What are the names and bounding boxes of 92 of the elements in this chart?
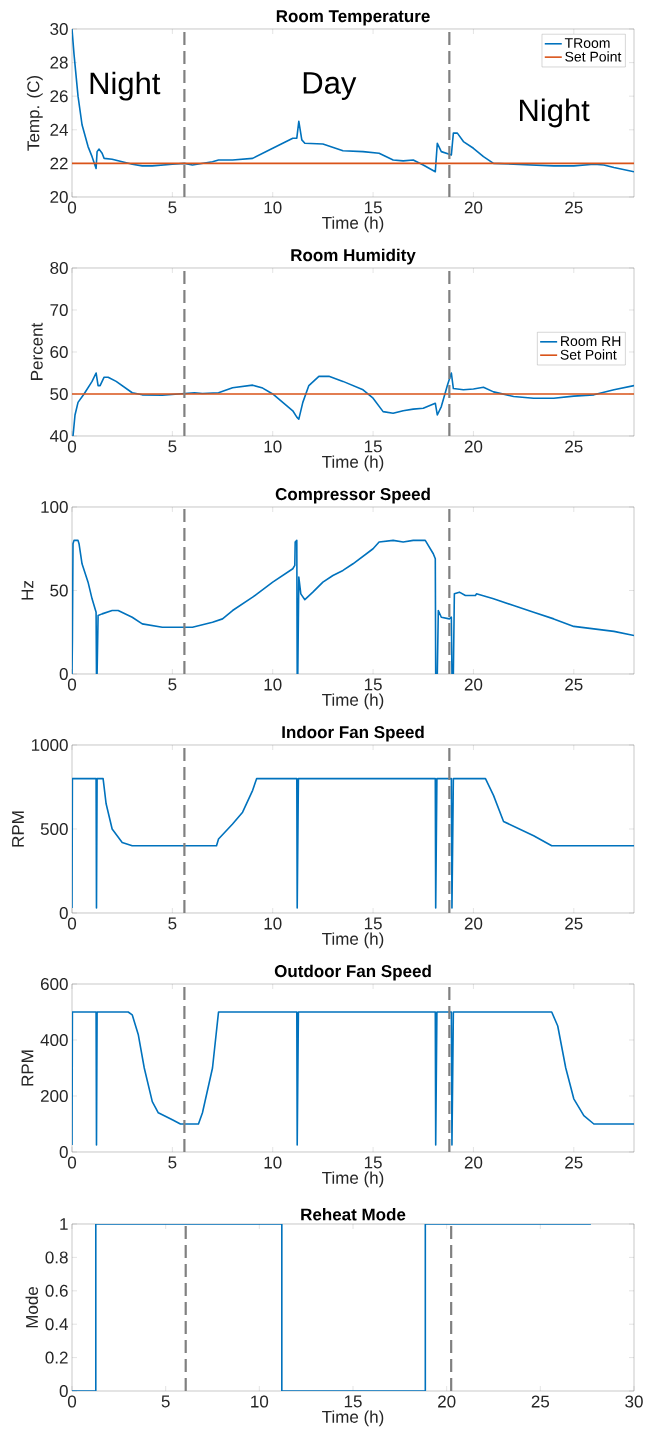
chart-title: Outdoor Fan Speed [274,964,431,981]
x-tick-label: 25 [565,1156,583,1169]
y-tick-label: 100 [41,500,68,514]
x-tick-label: 10 [264,678,282,691]
y-tick-label: 0 [59,1384,68,1398]
y-tick-label: 50 [50,584,68,597]
x-tick-label: 15 [364,201,382,214]
y-tick-label: 0.4 [45,1318,68,1331]
x-tick-label: 10 [264,201,282,214]
y-tick-label: 50 [50,387,68,401]
chart-title: Compressor Speed [275,487,430,504]
x-tick-label: 15 [364,1156,382,1169]
y-tick-label: 1 [60,1218,68,1230]
y-axis-title: Hz [21,580,34,600]
x-tick-label: 0 [67,201,77,214]
x-tick-label: 5 [168,678,177,691]
legend-label: Set Point [565,51,622,62]
annotation: Night [90,71,161,101]
y-tick-label: 0 [59,906,68,920]
line-series [72,1011,634,1146]
y-tick-label: 200 [40,1089,68,1103]
x-tick-label: 10 [251,1395,269,1408]
x-tick-label: 15 [364,917,382,930]
y-tick-label: 28 [50,56,68,69]
x-tick-label: 0 [67,1395,77,1408]
chart-title: Reheat Mode [301,1208,406,1221]
x-tick-label: 20 [464,678,483,691]
x-tick-label: 5 [168,440,177,453]
x-tick-label: 25 [565,917,583,930]
line-series [72,372,635,436]
chart-title: Indoor Fan Speed [282,725,424,742]
legend-label: Set Point [560,349,617,360]
y-tick-label: 400 [40,1033,68,1047]
x-tick-label: 5 [161,1395,170,1408]
annotation: Day [303,72,357,100]
x-tick-label: 15 [364,678,382,691]
y-tick-label: 80 [50,261,68,275]
x-tick-label: 25 [565,678,583,691]
x-tick-label: 20 [464,917,483,930]
x-tick-label: 5 [168,1156,177,1169]
x-tick-label: 20 [438,1395,456,1408]
x-tick-label: 30 [625,1395,643,1408]
y-tick-label: 26 [50,90,68,103]
legend-label: Room RH [561,336,621,347]
y-axis-title: Percent [30,322,43,380]
chart-title: Room Humidity [291,248,416,265]
line-series [72,777,634,909]
x-tick-label: 25 [531,1395,550,1408]
y-tick-label: 40 [49,429,68,443]
x-axis-title: Time (h) [322,455,384,472]
x-axis-title: Time (h) [322,1171,384,1188]
x-tick-label: 15 [364,440,382,453]
y-tick-label: 0.2 [45,1351,68,1364]
y-tick-label: 0 [59,1145,68,1159]
x-tick-label: 20 [464,201,483,214]
x-tick-label: 0 [67,917,77,930]
y-tick-label: 60 [50,345,68,359]
x-tick-label: 10 [264,440,282,453]
x-tick-label: 25 [565,440,583,453]
x-tick-label: 25 [565,201,583,214]
y-axis-title: Mode [25,1286,39,1328]
x-tick-label: 10 [264,917,282,930]
y-tick-label: 1000 [31,738,68,752]
legend-label: TRoom [564,38,610,48]
x-axis-title: Time (h) [322,693,384,710]
y-axis-title: Temp. (C) [26,75,43,151]
x-tick-label: 5 [168,917,177,930]
y-tick-label: 600 [40,977,68,991]
y-tick-label: 20 [50,190,68,204]
x-tick-label: 20 [464,1156,483,1169]
y-tick-label: 0 [59,667,68,681]
x-tick-label: 0 [67,1156,77,1169]
x-axis-title: Time (h) [322,1410,384,1427]
annotation: Night [520,98,590,128]
x-tick-label: 5 [168,201,177,214]
x-tick-label: 15 [344,1395,362,1408]
x-tick-label: 0 [67,678,77,691]
x-tick-label: 20 [464,440,483,453]
y-tick-label: 30 [50,22,68,36]
y-tick-label: 24 [50,123,68,136]
y-tick-label: 0.8 [45,1251,68,1264]
y-tick-label: 500 [40,822,68,836]
y-axis-title: RPM [12,811,24,847]
y-tick-label: 22 [50,157,68,170]
x-axis-title: Time (h) [322,932,384,949]
x-tick-label: 0 [67,440,77,453]
y-axis-title: RPM [21,1050,34,1086]
y-tick-label: 0.6 [45,1284,68,1297]
chart-title: Room Temperature [276,10,430,26]
y-tick-label: 70 [50,303,68,317]
x-axis-title: Time (h) [322,216,384,233]
x-tick-label: 10 [264,1156,282,1169]
